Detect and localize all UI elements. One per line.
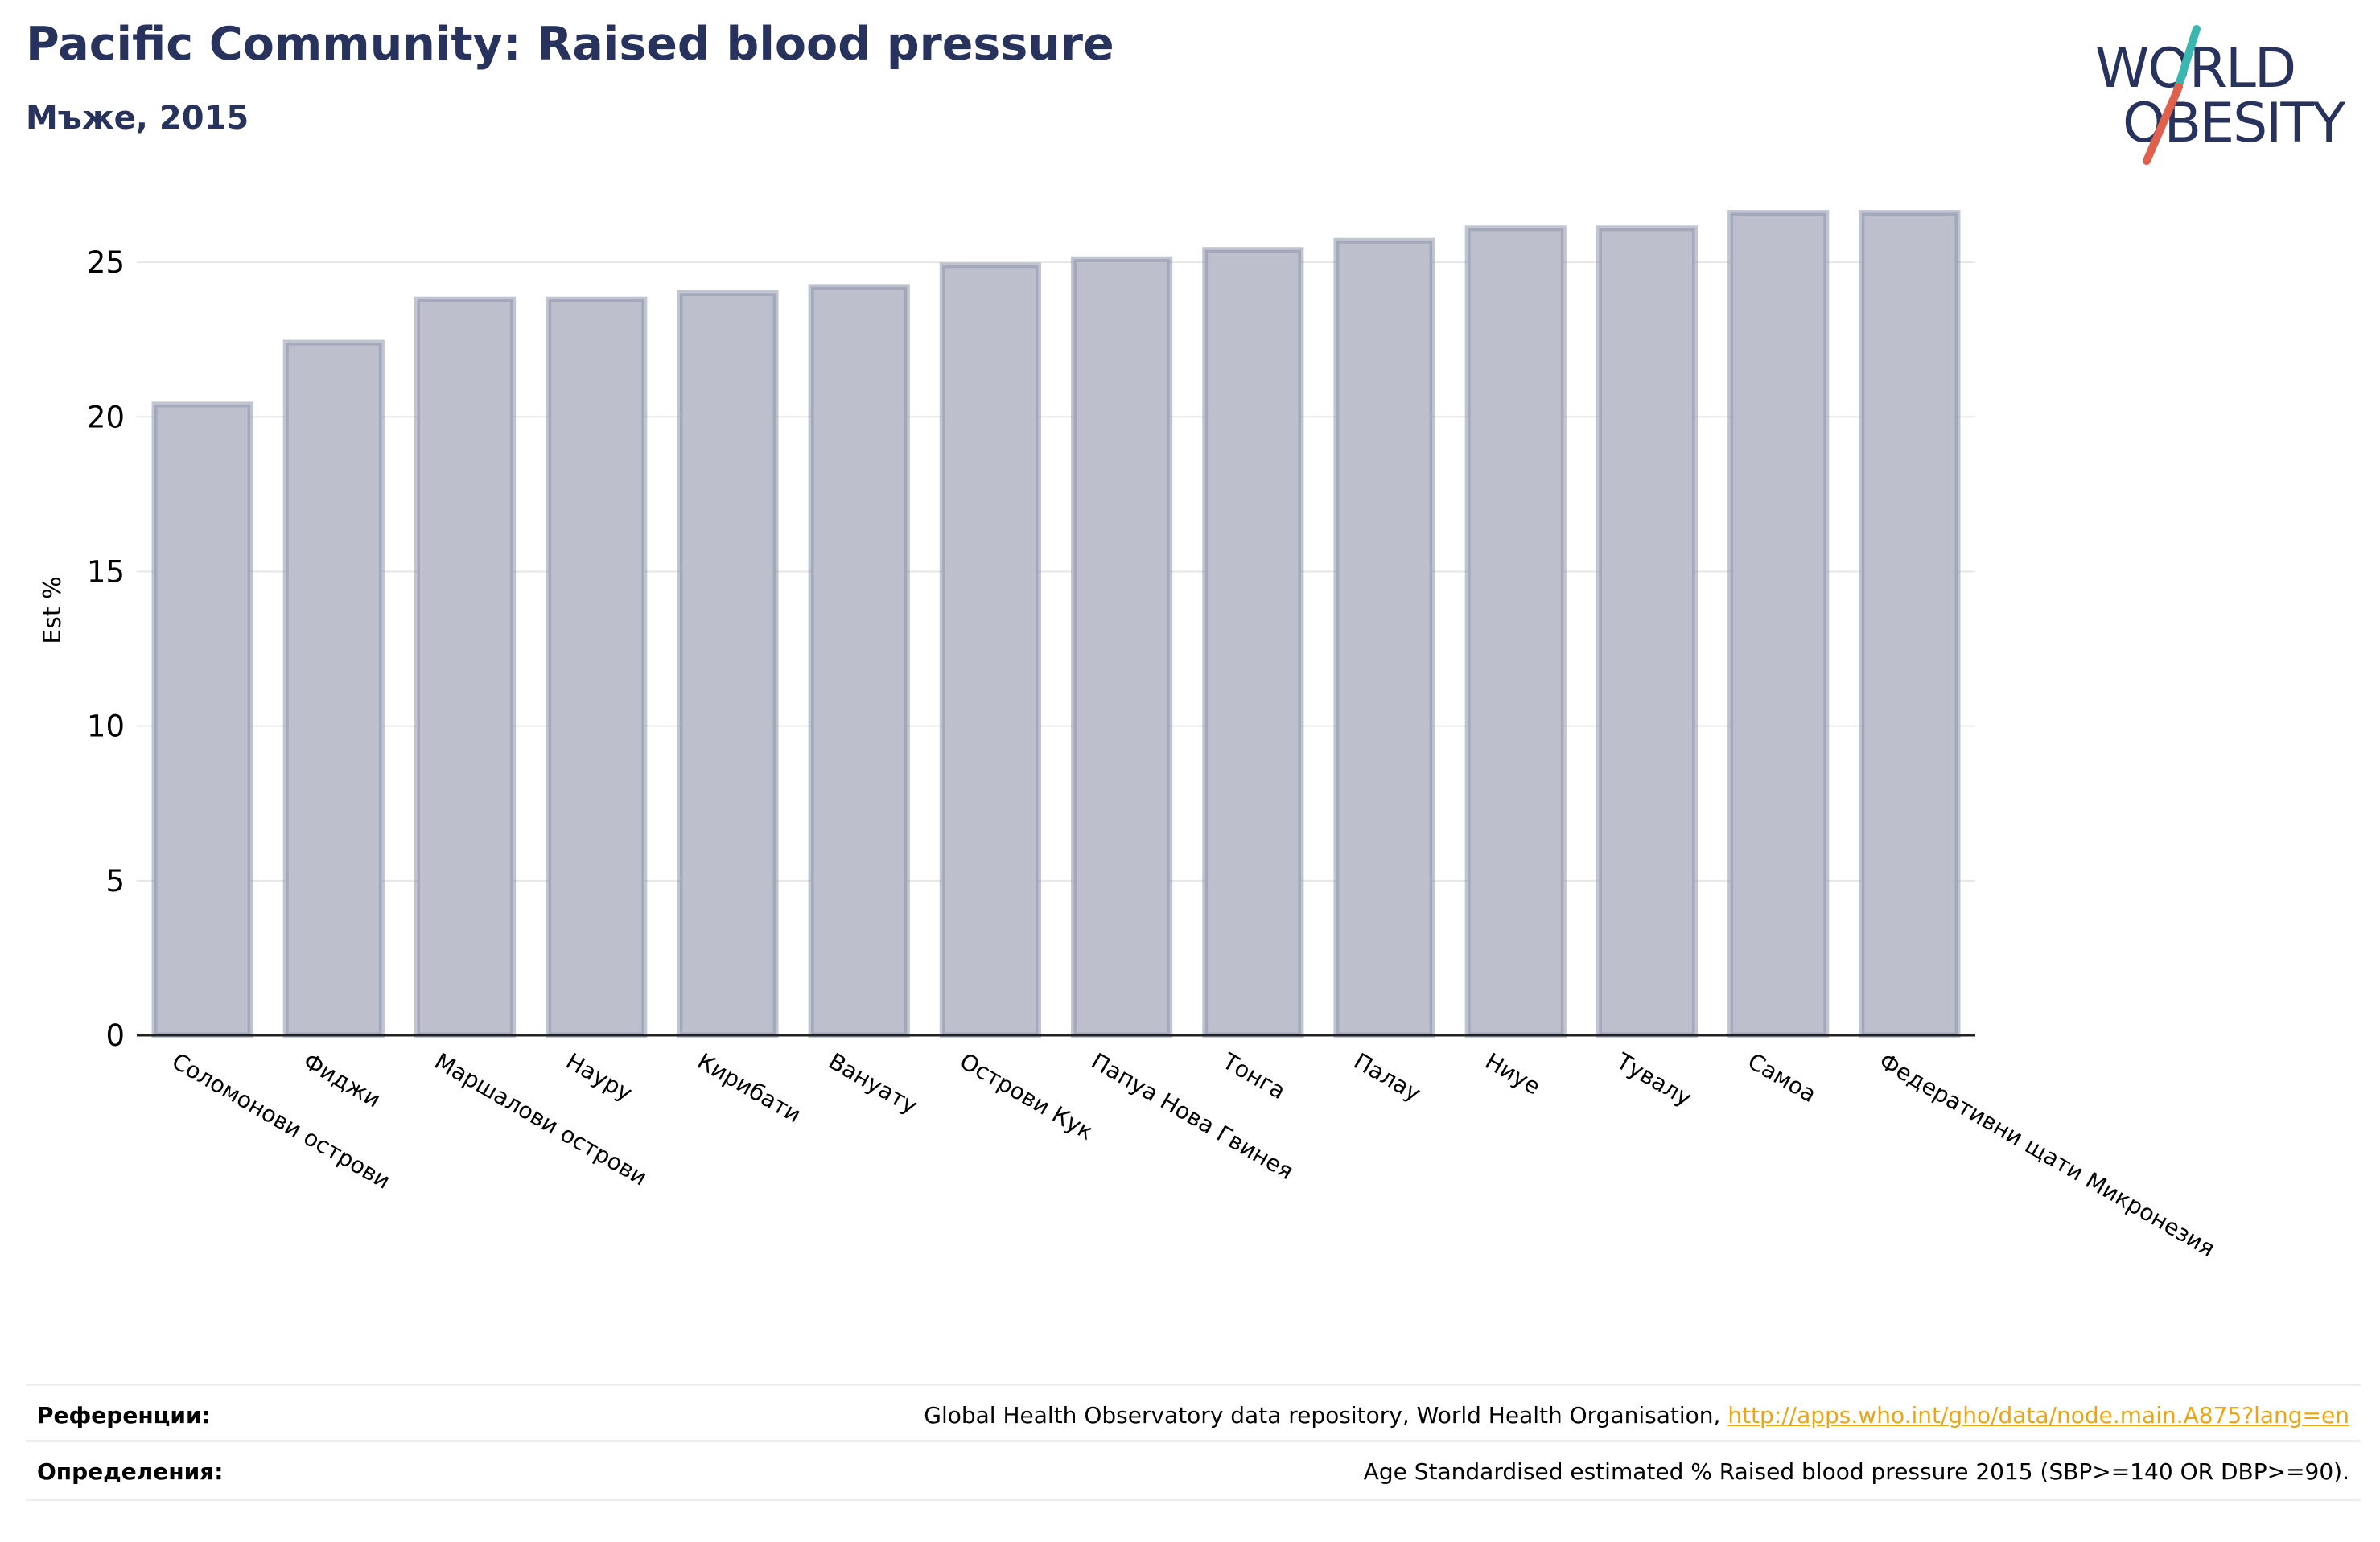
definitions-label: Определения:: [37, 1458, 224, 1485]
page-title: Pacific Community: Raised blood pressure: [26, 18, 1114, 71]
x-tick-label: Тонга: [1217, 1047, 1290, 1104]
x-tick-label: Острови Кук: [955, 1047, 1097, 1145]
bar: [808, 284, 910, 1038]
references-text: Global Health Observatory data repositor…: [924, 1402, 1728, 1429]
x-tick-label: Самоа: [1744, 1047, 1821, 1108]
x-tick-label: Науру: [562, 1047, 637, 1106]
x-tick-label: Ниуе: [1480, 1047, 1545, 1100]
y-tick-label: 10: [87, 709, 125, 744]
x-tick-label: Тувалу: [1612, 1047, 1697, 1112]
bar: [282, 339, 385, 1038]
x-tick-label: Кирибати: [693, 1047, 805, 1128]
y-tick-label: 20: [87, 400, 125, 434]
bar: [677, 290, 779, 1038]
x-tick-label: Федеративни щати Микронезия: [1875, 1047, 2220, 1262]
x-tick-label: Вануату: [824, 1047, 922, 1119]
bar: [939, 262, 1041, 1038]
y-tick-label: 0: [105, 1018, 125, 1053]
gridlines: [137, 261, 1975, 882]
definitions-value: Age Standardised estimated % Raised bloo…: [1363, 1458, 2349, 1485]
x-tick-label: Соломонови острови: [167, 1047, 395, 1194]
page-subtitle: Мъже, 2015: [26, 100, 249, 137]
y-tick-label: 15: [87, 554, 125, 589]
y-axis-label: Est %: [39, 576, 67, 644]
bar: [1333, 237, 1435, 1038]
bar: [414, 296, 517, 1038]
logo-slash-coral: [2143, 83, 2183, 165]
definitions-row: Определения: Age Standardised estimated …: [26, 1440, 2361, 1501]
y-tick-label: 25: [87, 245, 125, 280]
bars: [151, 210, 1961, 1038]
references-value: Global Health Observatory data repositor…: [924, 1402, 2349, 1429]
bar: [546, 296, 648, 1038]
y-tick-label: 5: [105, 864, 125, 898]
x-tick-label: Палау: [1349, 1047, 1425, 1107]
bar: [151, 401, 253, 1038]
references-row: Референции: Global Health Observatory da…: [26, 1384, 2361, 1442]
x-tick-label: Маршалови острови: [430, 1047, 652, 1190]
bar: [1202, 247, 1304, 1038]
references-link[interactable]: http://apps.who.int/gho/data/node.main.A…: [1727, 1402, 2349, 1429]
bar: [1464, 225, 1567, 1038]
bar: [1071, 256, 1173, 1038]
bar: [1727, 210, 1830, 1038]
world-obesity-logo: WORLD OBESITY: [2095, 25, 2348, 165]
logo-slash-teal: [2173, 25, 2201, 94]
bar: [1596, 225, 1699, 1038]
bar: [1859, 210, 1961, 1038]
logo-line-1: WORLD: [2095, 37, 2295, 101]
references-label: Референции:: [37, 1402, 211, 1429]
y-axis-ticks: 0 5 10 15 20 25: [87, 245, 125, 1053]
x-tick-label: Фиджи: [299, 1047, 385, 1112]
